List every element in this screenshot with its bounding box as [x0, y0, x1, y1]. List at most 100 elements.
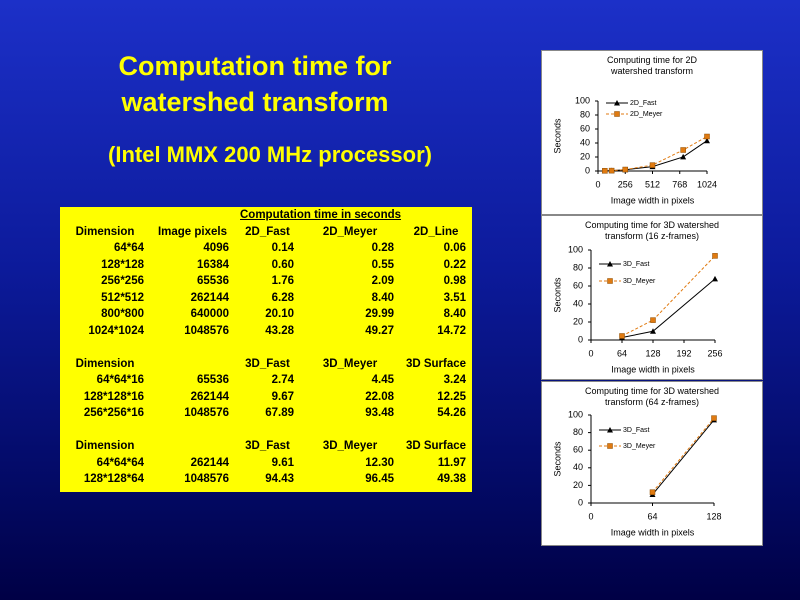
legend-label: 3D_Meyer — [623, 443, 656, 450]
table-cell: 1048576 — [184, 324, 229, 337]
table-row: 64*64*64 262144 9.61 12.30 11.97 — [60, 455, 472, 472]
column-header: Dimension — [75, 357, 135, 370]
x-tick-label: 1024 — [697, 179, 717, 189]
table-cell: 0.60 — [271, 258, 294, 271]
y-axis-label: Seconds — [552, 277, 562, 313]
table-cell: 93.48 — [365, 407, 394, 420]
x-tick-label: 0 — [588, 348, 593, 358]
x-tick-label: 0 — [595, 179, 600, 189]
table-cell: 0.22 — [443, 258, 466, 271]
y-tick-label: 60 — [573, 445, 583, 455]
table-cell: 1024*1024 — [88, 324, 144, 337]
table-cell: 20.10 — [265, 308, 294, 321]
header-row: Dimension Image pixels 2D_Fast 2D_Meyer 2D_L… — [60, 224, 472, 241]
y-tick-label: 0 — [578, 334, 583, 344]
slide-title: Computation time for watershed transform — [118, 51, 392, 117]
table-cell: 64*64*64 — [96, 456, 144, 469]
legend-label: 3D_Fast — [623, 427, 650, 434]
x-tick-label: 256 — [618, 179, 633, 189]
marker — [712, 275, 718, 282]
marker — [650, 317, 656, 323]
column-header: 2D_Meyer — [322, 225, 378, 238]
x-tick-label: 768 — [672, 179, 687, 189]
table-cell: 29.99 — [365, 308, 394, 321]
marker — [680, 147, 686, 153]
table: Computation time in seconds Dimension Imag… — [60, 207, 472, 488]
y-tick-label: 60 — [580, 123, 590, 133]
spacer — [60, 339, 472, 356]
x-axis-label: Image width in pixels — [611, 364, 695, 374]
column-header: Dimension — [75, 440, 135, 453]
column-header: Image pixels — [157, 225, 228, 238]
table-cell: 4096 — [203, 242, 229, 255]
table-cell: 2.09 — [371, 275, 394, 288]
chart-title: Computing time for 3D watershed transfor… — [584, 386, 720, 407]
table-cell: 96.45 — [365, 473, 394, 486]
table-row: 1024*1024 1048576 43.28 49.27 14.72 — [60, 323, 472, 340]
table-cell: 22.08 — [365, 390, 394, 403]
table-cell: 128*128*64 — [83, 473, 144, 486]
column-header — [150, 438, 235, 455]
y-tick-label: 40 — [573, 298, 583, 308]
table-cell: 8.40 — [443, 308, 466, 321]
blank-row — [60, 422, 472, 439]
marker — [608, 167, 615, 174]
y-tick-label: 0 — [578, 497, 583, 507]
y-tick-label: 20 — [573, 480, 583, 490]
legend-label: 3D_Fast — [623, 261, 650, 268]
table-cell: 2.74 — [271, 374, 294, 387]
chart-title: Computing time for 2D watershed transfor… — [606, 55, 698, 76]
marker — [614, 111, 620, 117]
marker — [704, 137, 710, 144]
table-cell: 65536 — [197, 374, 229, 387]
marker — [622, 166, 628, 173]
y-tick-label: 100 — [568, 244, 583, 254]
table-cell: 3.51 — [443, 291, 466, 304]
table-cell: 64*64*16 — [96, 374, 144, 387]
y-tick-label: 20 — [580, 151, 590, 161]
table-row: 128*128*64 1048576 94.43 96.45 49.38 — [60, 471, 472, 488]
chart: Computing time for 3D watershed transfor… — [541, 215, 763, 380]
table-cell: 0.55 — [371, 258, 394, 271]
blank-row — [60, 339, 472, 356]
x-tick-label: 0 — [588, 511, 593, 521]
column-header: 3D_Meyer — [322, 357, 378, 370]
column-header: 3D Surface — [405, 357, 467, 370]
table-row: 800*800 640000 20.10 29.99 8.40 — [60, 306, 472, 323]
marker — [649, 162, 656, 168]
table-cell: 54.26 — [437, 407, 466, 420]
table-cell: 256*256 — [101, 275, 144, 288]
table-cell: 6.28 — [271, 291, 294, 304]
table-cell: 512*512 — [101, 291, 144, 304]
chart: Computing time for 3D watershed transfor… — [541, 381, 763, 546]
y-tick-label: 80 — [580, 109, 590, 119]
x-axis-label: Image width in pixels — [611, 195, 695, 205]
marker — [602, 168, 608, 174]
table-cell: 43.28 — [265, 324, 294, 337]
table-row: 128*128*16 262144 9.67 22.08 12.25 — [60, 389, 472, 406]
marker — [607, 427, 613, 433]
table-row: 256*256*16 1048576 67.89 93.48 54.26 — [60, 405, 472, 422]
legend-label: 2D_Meyer — [630, 111, 663, 118]
y-tick-label: 80 — [573, 262, 583, 272]
table-cell: 128*128*16 — [83, 390, 144, 403]
marker — [680, 153, 687, 160]
x-tick-label: 192 — [676, 348, 691, 358]
table-cell: 8.40 — [371, 291, 394, 304]
column-header: 2D_Fast — [245, 225, 290, 238]
table-cell: 262144 — [190, 390, 229, 403]
x-axis-label: Image width in pixels — [611, 527, 695, 537]
table-cell: 262144 — [190, 291, 229, 304]
marker — [711, 415, 717, 421]
table-cell: 0.98 — [443, 275, 466, 288]
column-header: 3D Surface — [405, 440, 467, 453]
x-tick-label: 256 — [707, 348, 722, 358]
table-row: 64*64 4096 0.14 0.28 0.06 — [60, 240, 472, 257]
marker — [704, 133, 710, 140]
table-row: 256*256 65536 1.76 2.09 0.98 — [60, 273, 472, 290]
table-panel: Computation time in seconds Dimension Imag… — [60, 207, 472, 492]
table-cell: 9.67 — [271, 390, 294, 403]
column-header: 3D_Meyer — [322, 440, 378, 453]
table-cell: 49.27 — [365, 324, 394, 337]
series-line — [652, 419, 715, 495]
